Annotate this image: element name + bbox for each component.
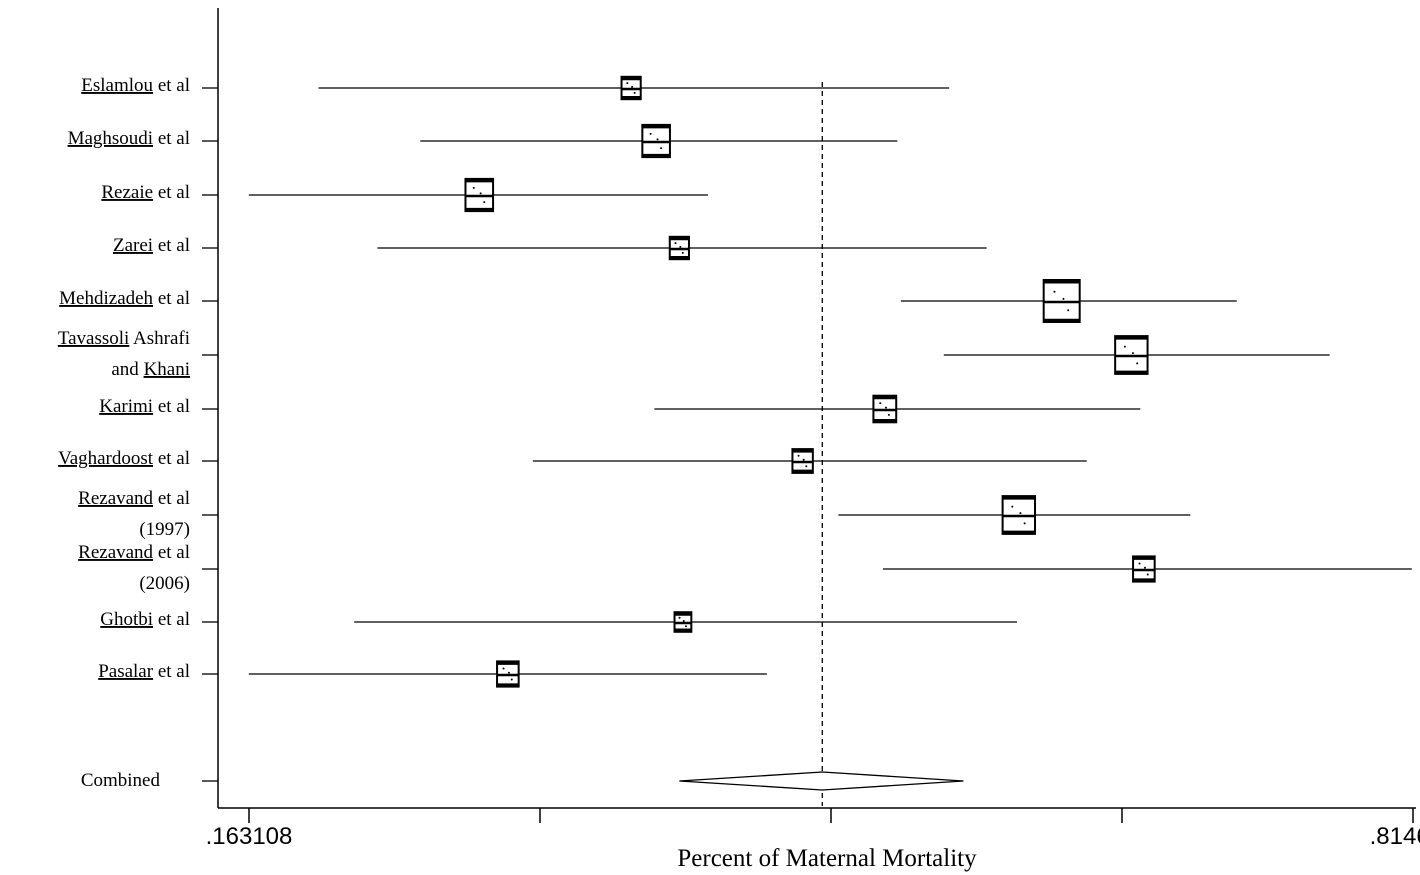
study-row: Rezaie et al xyxy=(101,177,708,213)
combined-label: Combined xyxy=(81,770,161,791)
x-tick-label-4: .814644 xyxy=(1370,823,1420,850)
study-label: Mehdizadeh et al xyxy=(59,288,190,309)
study-suffix: et al xyxy=(153,488,190,509)
study-suffix: et al xyxy=(153,288,190,309)
study-name: Eslamlou xyxy=(81,75,153,96)
x-tick-label-0: .163108 xyxy=(206,823,293,850)
study-label-line2: (1997) xyxy=(139,519,190,540)
study-row: Tavassoli Ashrafi and Khani xyxy=(58,328,1330,380)
study-row: Maghsoudi et al xyxy=(68,123,898,159)
study-row: Ghotbi et al xyxy=(100,609,1018,633)
study-row: Pasalar et al xyxy=(98,660,767,688)
study-label: Karimi et al xyxy=(99,396,190,417)
study-name: Mehdizadeh xyxy=(59,288,153,309)
study-label-line2: and Khani xyxy=(111,359,190,380)
x-axis: .163108 .814644 Percent of Maternal Morta… xyxy=(206,807,1420,872)
study-row: Eslamlou et al xyxy=(81,75,950,101)
study-suffix: et al xyxy=(153,542,190,563)
study-name: Pasalar xyxy=(98,661,154,682)
study-row: Vaghardoost et al xyxy=(58,448,1087,474)
study-suffix: et al xyxy=(153,182,190,203)
estimate-box xyxy=(1132,555,1156,583)
study-name: Vaghardoost xyxy=(58,448,154,469)
study-suffix: Ashrafi xyxy=(129,328,190,349)
study-label: Pasalar et al xyxy=(98,661,190,682)
study-label-line2-name: Khani xyxy=(144,359,190,380)
study-name: Ghotbi xyxy=(100,609,153,630)
estimate-box xyxy=(673,611,693,633)
study-name: Rezavand xyxy=(78,542,153,563)
x-axis-label: Percent of Maternal Mortality xyxy=(677,845,977,872)
study-label: Rezavand et al xyxy=(78,488,190,509)
study-name: Karimi xyxy=(99,396,153,417)
estimate-box xyxy=(872,394,898,424)
study-suffix: et al xyxy=(153,75,190,96)
combined-row: Combined xyxy=(81,770,964,791)
study-label: Eslamlou et al xyxy=(81,75,190,96)
study-name: Rezavand xyxy=(78,488,153,509)
study-name: Maghsoudi xyxy=(68,128,154,149)
study-suffix: et al xyxy=(153,661,190,682)
estimate-box xyxy=(791,448,814,474)
study-row: Rezavand et al (2006) xyxy=(78,542,1412,594)
study-row: Rezavand et al (1997) xyxy=(78,488,1191,540)
study-name: Zarei xyxy=(113,235,153,256)
estimate-box xyxy=(620,75,642,101)
study-label-line2-text: (2006) xyxy=(139,573,190,594)
study-label: Rezavand et al xyxy=(78,542,190,563)
study-name: Tavassoli xyxy=(58,328,130,349)
estimate-box xyxy=(1042,279,1081,323)
study-row: Karimi et al xyxy=(99,394,1141,424)
study-row: Zarei et al xyxy=(113,235,987,261)
study-suffix: et al xyxy=(153,448,190,469)
estimate-box xyxy=(464,177,495,213)
study-name: Rezaie xyxy=(101,182,153,203)
estimate-box xyxy=(1001,495,1037,535)
study-label: Vaghardoost et al xyxy=(58,448,190,469)
study-suffix: et al xyxy=(153,235,190,256)
study-label: Maghsoudi et al xyxy=(68,128,190,149)
study-suffix: et al xyxy=(153,128,190,149)
estimate-box xyxy=(641,123,671,159)
study-label: Zarei et al xyxy=(113,235,190,256)
study-label-line2: (2006) xyxy=(139,573,190,594)
study-label: Tavassoli Ashrafi xyxy=(58,328,190,349)
study-label: Rezaie et al xyxy=(101,182,190,203)
study-suffix: et al xyxy=(153,609,190,630)
study-label: Ghotbi et al xyxy=(100,609,190,630)
study-row: Mehdizadeh et al xyxy=(59,279,1237,323)
study-suffix: et al xyxy=(153,396,190,417)
study-label-line2-text: and xyxy=(111,359,143,380)
combined-diamond xyxy=(679,771,964,791)
estimate-box xyxy=(496,660,520,688)
estimate-box xyxy=(1114,335,1149,375)
estimate-box xyxy=(668,235,690,261)
study-label-line2-text: (1997) xyxy=(139,519,190,540)
